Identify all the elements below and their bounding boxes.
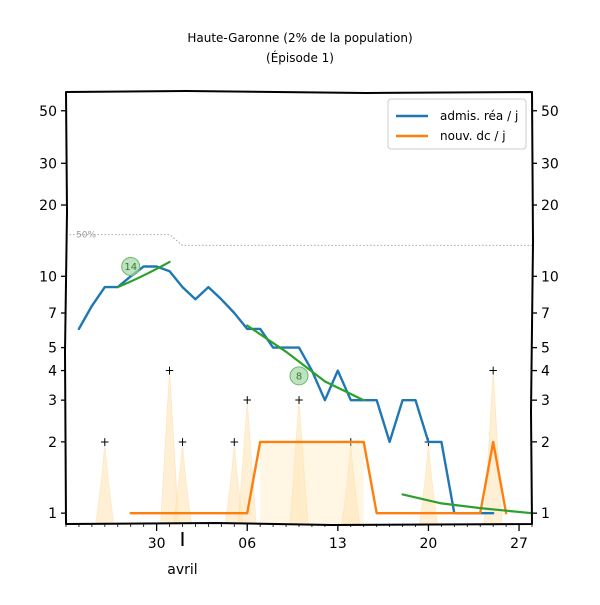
y-tick-label-left: 2 [48,435,57,451]
y-tick-label-right: 50 [541,104,559,120]
y-tick-label-right: 3 [541,393,550,409]
legend: admis. réa / j nouv. dc / j [387,98,527,150]
trend-line [401,493,534,515]
chart-title: Haute-Garonne (2% de la population) [187,31,412,45]
background-spike [418,441,438,525]
doubling-bubble [121,257,141,277]
reference-line-label: 50% [76,231,96,241]
background-spike-plateau [260,441,364,524]
doubling-annotations: 14 8 [121,257,309,386]
y-tick-label-right: 4 [541,364,550,380]
background-spike [95,441,115,525]
doubling-bubble-label: 8 [296,371,302,382]
series-line-admis-rea [77,265,495,515]
y-axis: 1 1 2 2 3 3 4 4 5 5 7 7 10 10 20 20 30 30 50 50 [39,104,559,522]
y-tick-label-right: 7 [541,306,550,322]
y-tick-label-left: 30 [39,156,57,172]
reference-line-group: 50% [66,231,532,246]
doubling-bubble [289,366,309,386]
background-spike [237,400,257,525]
y-tick-label-left: 3 [48,393,57,409]
y-tick-label-left: 50 [39,104,57,120]
x-tick-label: 20 [420,536,438,552]
y-tick-label-left: 1 [48,506,57,522]
y-tick-label-right: 1 [541,506,550,522]
x-month-label: avril [167,562,197,578]
doubling-bubble-label: 14 [124,262,137,273]
y-tick-label-left: 5 [48,341,57,357]
x-tick-label: 30 [148,536,166,552]
background-spike [160,370,179,525]
background-spike-marker: + [100,435,110,449]
y-tick-label-left: 20 [39,198,57,214]
legend-label: admis. réa / j [440,109,518,123]
background-spike-marker: + [229,435,239,449]
trend-lines [116,260,534,515]
y-tick-label-left: 4 [48,364,57,380]
series-group [77,265,508,515]
y-tick-label-left: 7 [48,306,57,322]
chart-subtitle: (Épisode 1) [266,50,334,65]
series-line-nouv-dc [129,440,508,515]
background-spike [173,441,192,525]
trend-line [116,260,171,289]
legend-label: nouv. dc / j [440,129,506,143]
background-spike [289,400,309,525]
y-tick-label-right: 2 [541,435,550,451]
background-spike-marker: + [488,364,498,378]
y-tick-label-right: 20 [541,198,559,214]
background-spike-marker: + [294,393,304,407]
y-tick-label-left: 10 [39,269,57,285]
x-tick-label: 13 [329,536,347,552]
x-axis: 30 06 13 20 27 avril [65,524,533,578]
y-tick-label-right: 5 [541,341,550,357]
background-spike-marker: + [165,364,175,378]
x-tick-label: 06 [238,536,256,552]
trend-line [246,324,365,402]
background-spike-marker: + [242,393,252,407]
x-tick-label: 27 [510,536,528,552]
y-tick-label-right: 30 [541,156,559,172]
y-tick-label-right: 10 [541,269,559,285]
background-spike-marker: + [177,435,187,449]
reference-line [66,234,532,246]
